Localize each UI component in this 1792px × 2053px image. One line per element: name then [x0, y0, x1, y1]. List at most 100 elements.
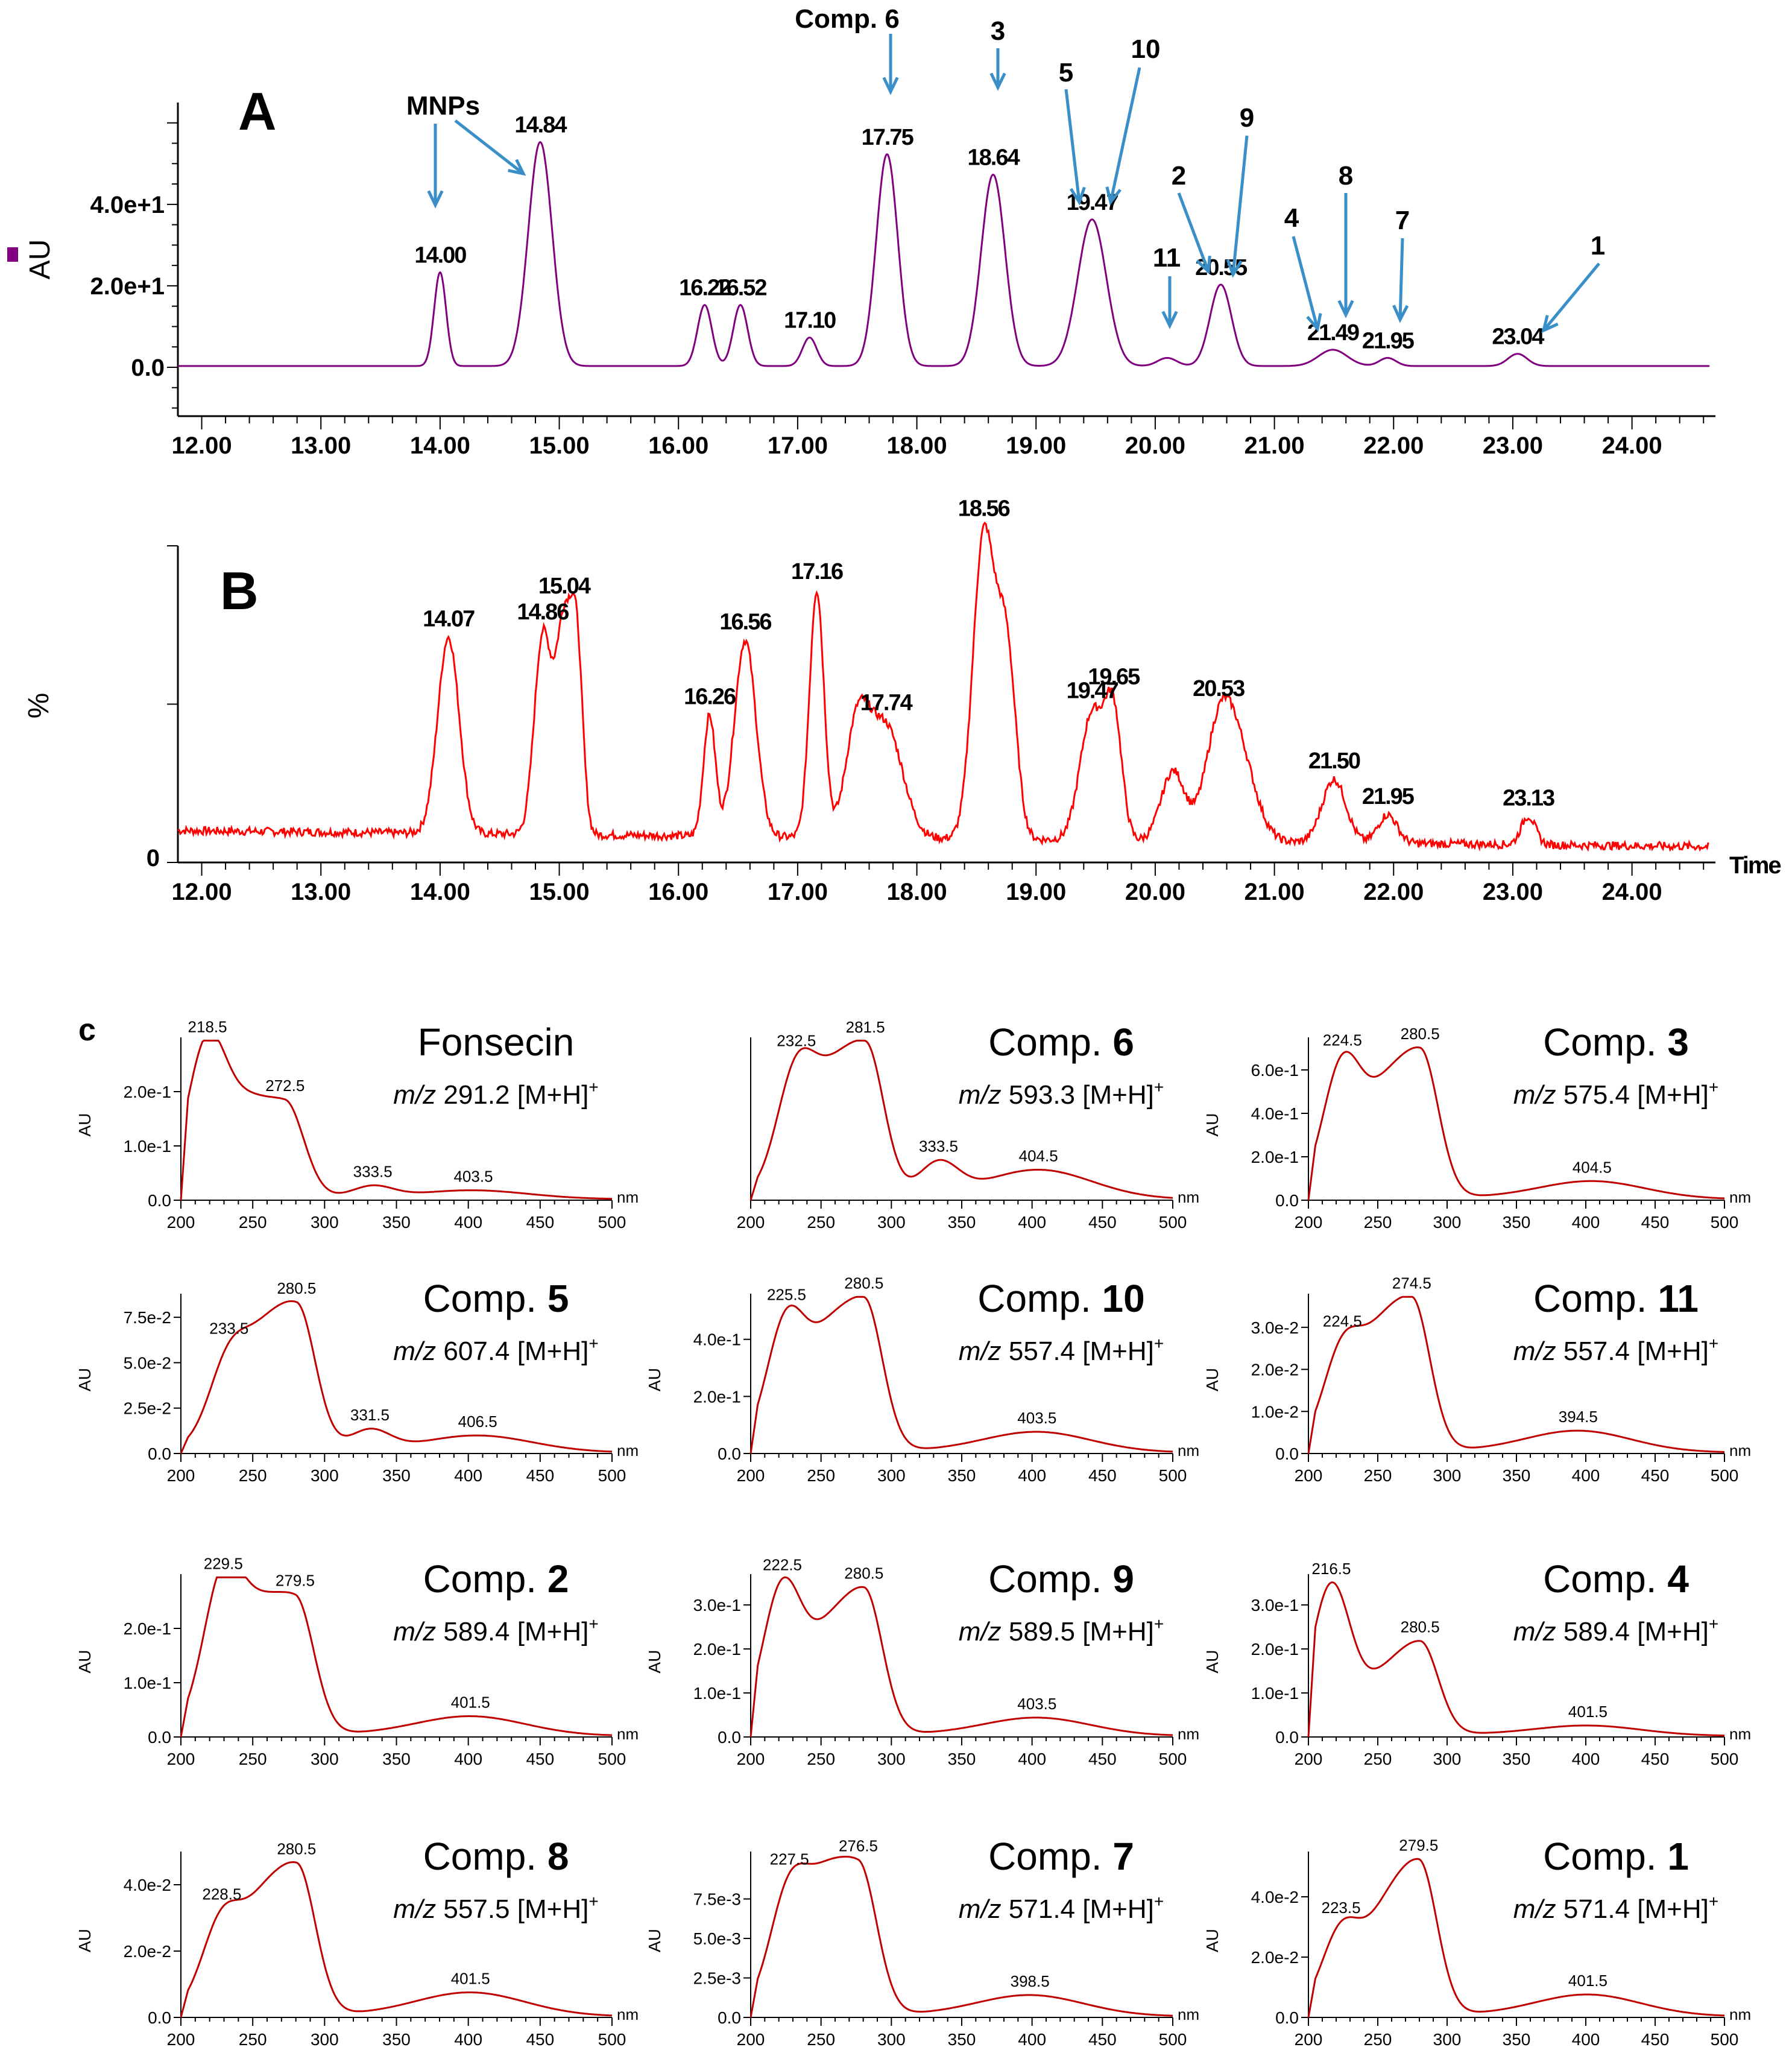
uv-x-tick-label: 300	[877, 2030, 906, 2049]
comp6-label: Comp. 6	[795, 4, 900, 34]
annotation-arrowhead	[1196, 255, 1211, 275]
uv-y-axis-label: AU	[645, 1929, 664, 1952]
uv-x-tick-label: 500	[598, 1213, 626, 1232]
annotation-arrowhead	[508, 159, 526, 176]
uv-x-tick-label: 400	[1572, 2030, 1600, 2049]
uv-spectrum-panel: 200 250 300 350 400 450 500 nm 0.0 1.0e-1 2.0e-1 3.…	[1203, 1557, 1751, 1768]
peak-label-b: 19.47	[1067, 679, 1118, 704]
uv-y-axis-label: AU	[75, 1650, 94, 1674]
x-tick-label-b: 23.00	[1483, 879, 1543, 905]
uv-maximum-label: 280.5	[1401, 1025, 1440, 1043]
uv-maximum-label: 232.5	[777, 1032, 816, 1050]
uv-x-tick-label: 250	[1364, 1213, 1392, 1232]
series-line-a	[178, 141, 1710, 367]
comp3-label: 3	[991, 16, 1005, 46]
uv-spectrum-panel: 200 250 300 350 400 450 500 nm 0.0 2.0e-1 4.0e-1 6.…	[1203, 1020, 1751, 1232]
x-tick-label-a: 20.00	[1125, 432, 1185, 459]
uv-spectrum-panel: 200 250 300 350 400 450 500 nm 0.0 2.5e-2 5.0e-2 7.…	[75, 1277, 639, 1485]
uv-y-axis-label: AU	[1203, 1929, 1222, 1952]
uv-y-tick-label: 2.0e-2	[1251, 1361, 1299, 1379]
x-tick-label-a: 17.00	[768, 432, 828, 459]
uv-maximum-label: 280.5	[1401, 1618, 1440, 1636]
annotation-arrowhead	[1392, 305, 1409, 323]
peak-label-a: 14.00	[414, 243, 466, 268]
uv-x-tick-label: 300	[877, 1466, 906, 1485]
comp9-label: 9	[1240, 103, 1254, 133]
uv-spectrum-panel: 200 250 300 350 400 450 500 nm 0.0 2.0e-2 4.0e-2 AU…	[75, 1835, 639, 2049]
uv-maximum-label: 404.5	[1019, 1147, 1058, 1165]
uv-x-tick-label: 450	[526, 2030, 554, 2049]
legend-marker-a	[7, 247, 18, 262]
uv-x-tick-label: 500	[1159, 1213, 1187, 1232]
peak-label-b: 16.26	[684, 685, 736, 710]
uv-x-tick-label: 400	[1018, 1213, 1046, 1232]
uv-x-tick-label: 300	[311, 2030, 339, 2049]
uv-x-tick-label: 450	[1641, 1750, 1670, 1768]
uv-spectrum-line	[180, 1039, 613, 1201]
y-tick-label-a: 4.0e+1	[90, 192, 165, 218]
uv-x-tick-label: 450	[1088, 1213, 1117, 1232]
uv-x-tick-label: 200	[737, 2030, 765, 2049]
uv-y-tick-label: 3.0e-1	[693, 1596, 741, 1615]
x-tick-label-b: 13.00	[291, 879, 351, 905]
uv-x-tick-label: 450	[1088, 2030, 1117, 2049]
uv-maximum-label: 274.5	[1392, 1274, 1431, 1292]
uv-x-tick-label: 400	[1572, 1750, 1600, 1768]
uv-x-tick-label: 400	[454, 1213, 482, 1232]
uv-spectrum-line	[1307, 1046, 1725, 1201]
uv-x-tick-label: 300	[1433, 1466, 1462, 1485]
uv-compound-title: Comp. 2	[423, 1557, 569, 1601]
peak-label-b: 21.50	[1308, 748, 1360, 774]
x-tick-label-b: 16.00	[648, 879, 708, 905]
uv-x-tick-label: 450	[526, 1213, 554, 1232]
uv-y-tick-label: 0.0	[1275, 2008, 1299, 2027]
uv-x-tick-label: 250	[239, 2030, 267, 2049]
uv-maximum-label: 233.5	[209, 1319, 248, 1337]
uv-x-tick-label: 300	[1433, 1750, 1462, 1768]
uv-maximum-label: 228.5	[202, 1885, 241, 1903]
uv-maximum-label: 394.5	[1559, 1408, 1598, 1426]
uv-x-tick-label: 450	[1641, 2030, 1670, 2049]
uv-compound-title: Comp. 3	[1543, 1020, 1689, 1064]
peak-label-b: 14.86	[517, 599, 569, 625]
uv-x-tick-label: 200	[1295, 1750, 1323, 1768]
uv-maximum-label: 398.5	[1011, 1972, 1050, 1990]
uv-spectrum-line	[749, 1295, 1173, 1454]
uv-mz-label: m/z 589.4 [M+H]+	[393, 1615, 598, 1647]
uv-x-tick-label: 250	[807, 1750, 835, 1768]
annotation-arrowhead	[1105, 186, 1122, 206]
uv-compound-title: Comp. 6	[988, 1020, 1134, 1064]
uv-x-tick-label: 400	[1018, 2030, 1046, 2049]
y-tick-label-a: 2.0e+1	[90, 273, 165, 300]
uv-y-tick-label: 0.0	[148, 1444, 171, 1463]
uv-x-tick-label: 200	[167, 1213, 195, 1232]
x-tick-label-a: 19.00	[1006, 432, 1066, 459]
peak-label-b: 15.04	[538, 574, 591, 599]
peak-label-a: 18.64	[968, 145, 1020, 171]
uv-mz-label: m/z 607.4 [M+H]+	[393, 1334, 598, 1366]
uv-y-tick-label: 0.0	[718, 1444, 741, 1463]
uv-x-axis-label: nm	[1729, 2005, 1751, 2023]
uv-spectrum-line	[180, 1300, 613, 1454]
series-line-b	[177, 521, 1709, 852]
uv-x-tick-label: 300	[1433, 1213, 1462, 1232]
uv-y-tick-label: 2.0e-2	[1251, 1948, 1299, 1967]
uv-y-tick-label: 0.0	[1275, 1444, 1299, 1463]
comp7-label: 7	[1395, 206, 1410, 235]
uv-x-tick-label: 200	[167, 1466, 195, 1485]
uv-spectrum-line	[749, 1039, 1173, 1201]
annotation-arrow	[1109, 67, 1141, 203]
uv-spectrum-line	[749, 1576, 1173, 1738]
x-tick-label-b: 21.00	[1245, 879, 1305, 905]
uv-maximum-label: 224.5	[1323, 1031, 1362, 1049]
uv-y-axis-label: AU	[645, 1368, 664, 1391]
annotation-arrowhead	[1069, 186, 1086, 206]
uv-x-tick-label: 350	[1503, 1466, 1531, 1485]
uv-x-axis-label: nm	[1729, 1725, 1751, 1743]
uv-x-tick-label: 350	[382, 1750, 411, 1768]
peak-label-a: 21.95	[1362, 328, 1415, 353]
annotation-arrow	[1064, 89, 1081, 203]
peak-label-a: 17.75	[862, 125, 914, 150]
uv-compound-title: Comp. 1	[1543, 1835, 1689, 1878]
uv-spectrum-panel: 200 250 300 350 400 450 500 nm 0.0 1.0e-1 2.0e-1 3.…	[645, 1555, 1199, 1768]
